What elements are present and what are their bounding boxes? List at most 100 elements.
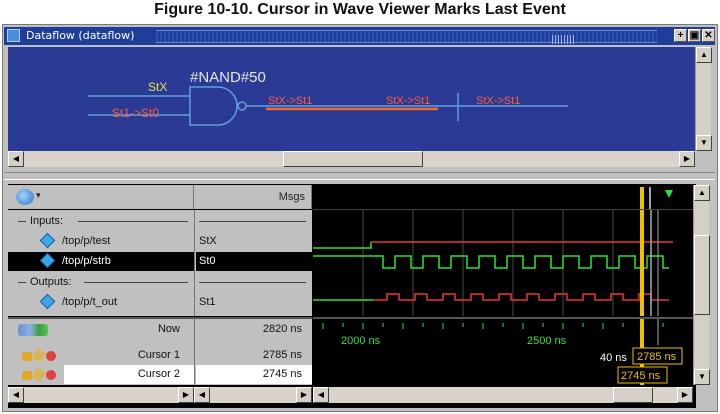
cursor-delta-label: 40 ns	[600, 352, 627, 364]
output-label-3: StX->St1	[476, 95, 520, 107]
cursor-top-marker-2	[649, 187, 651, 209]
output-label-1: StX->St1	[268, 95, 312, 107]
nand-gate-bubble	[237, 101, 247, 111]
now-row: Now	[8, 320, 194, 339]
group-divider-right	[78, 221, 188, 222]
wave-menu-icon[interactable]	[16, 189, 34, 205]
group-outputs-label: Outputs:	[30, 276, 72, 288]
nand-gate-body	[189, 86, 238, 126]
close-button[interactable]: ✕	[702, 29, 715, 42]
dataflow-hscroll-thumb[interactable]	[283, 151, 423, 167]
scroll-left-button[interactable]: ◀	[8, 151, 24, 167]
cursor-2-label: Cursor 2	[137, 368, 180, 380]
now-label: Now	[157, 323, 180, 335]
wrench-icon[interactable]	[31, 348, 47, 363]
cursor-2-icons[interactable]	[22, 367, 56, 382]
scroll-up-button[interactable]: ▲	[696, 47, 712, 63]
wave-hscrollbar[interactable]: ◀ ▶	[313, 387, 693, 403]
values-scroll-left-button[interactable]: ◀	[194, 387, 210, 403]
cursor-top-marker	[640, 187, 644, 209]
cursor-1-row[interactable]: Cursor 1	[8, 346, 194, 365]
dataflow-vscrollbar[interactable]: ▲ ▼	[695, 47, 712, 151]
timeline-svg: 2000 ns 2500 ns 40 ns 2785 ns 2745 ns	[322, 319, 683, 385]
wave-scroll-down-button[interactable]: ▼	[694, 369, 710, 385]
names-scroll-left-button[interactable]: ◀	[8, 387, 24, 403]
window-titlebar[interactable]: Dataflow (dataflow) + ▣ ✕	[4, 27, 715, 45]
wave-scroll-up-button[interactable]: ▲	[694, 185, 710, 201]
signal-diamond-icon	[39, 293, 56, 310]
dataflow-diagram: StX St1->St0 #NAND#50 StX->St1 StX->St1 …	[88, 69, 568, 126]
wave-vscrollbar[interactable]: ▲ ▼	[693, 185, 710, 385]
group-inputs-value	[196, 212, 312, 231]
wrench-icon[interactable]	[31, 367, 47, 382]
cursor-markers-top	[640, 187, 673, 209]
msgs-header: Msgs	[194, 185, 312, 209]
wave-tout	[373, 293, 669, 301]
dataflow-hscrollbar[interactable]: ◀ ▶	[8, 151, 695, 167]
waveform-svg	[313, 210, 673, 316]
wave-test-green	[313, 242, 372, 249]
signal-value-strb: St0	[196, 252, 312, 271]
timeline-tick-label-2500: 2500 ns	[527, 335, 567, 347]
values-scroll-right-button[interactable]: ▶	[296, 387, 312, 403]
names-hscrollbar[interactable]: ◀ ▶	[8, 387, 194, 403]
undock-button[interactable]: ▣	[688, 29, 701, 42]
input-bottom-label: St1->St0	[112, 106, 159, 120]
now-value: 2820 ns	[262, 323, 302, 335]
output-label-2: StX->St1	[386, 95, 430, 107]
group-inputs[interactable]: Inputs:	[8, 212, 194, 231]
names-scroll-right-button[interactable]: ▶	[178, 387, 194, 403]
window-title: Dataflow (dataflow)	[26, 29, 135, 42]
signal-value-test: StX	[199, 235, 217, 247]
signal-name: /top/p/strb	[62, 255, 111, 267]
cursor-1-icons[interactable]	[22, 348, 56, 363]
maximize-button[interactable]: +	[674, 29, 687, 42]
cursor-2-row[interactable]: Cursor 2	[8, 365, 194, 384]
timeline-ticks	[322, 323, 664, 329]
grip-dots-icon	[552, 35, 576, 44]
now-toolbar-icons[interactable]	[18, 324, 48, 336]
signal-row-t-out[interactable]: /top/p/t_out	[8, 293, 194, 312]
dataflow-canvas[interactable]: StX St1->St0 #NAND#50 StX->St1 StX->St1 …	[8, 47, 695, 151]
scroll-right-button[interactable]: ▶	[679, 151, 695, 167]
scroll-down-button[interactable]: ▼	[696, 135, 712, 151]
cursor-2-value: 2745 ns	[196, 365, 312, 384]
now-marker-icon	[665, 190, 673, 198]
group-outputs[interactable]: Outputs:	[8, 273, 194, 292]
group-value-divider	[199, 221, 306, 222]
group-divider-left	[18, 282, 26, 283]
lock-icon[interactable]	[22, 371, 32, 380]
values-hscrollbar[interactable]: ◀ ▶	[194, 387, 312, 403]
titlebar-grip[interactable]	[156, 30, 657, 44]
wave-scroll-right-button[interactable]: ▶	[677, 387, 693, 403]
timeline-tick-label-2000: 2000 ns	[341, 335, 381, 347]
delete-cursor-icon[interactable]	[46, 370, 56, 380]
timeline-pane[interactable]: 2000 ns 2500 ns 40 ns 2785 ns 2745 ns	[313, 317, 693, 385]
delete-cursor-icon[interactable]	[46, 351, 56, 361]
chevron-down-icon[interactable]: ▾	[36, 190, 41, 200]
figure-title: Figure 10-10. Cursor in Wave Viewer Mark…	[154, 1, 566, 18]
group-value-divider	[199, 282, 306, 283]
pane-splitter[interactable]	[4, 172, 715, 180]
wave-scroll-left-button[interactable]: ◀	[313, 387, 329, 403]
cursor-2-selected-bg	[64, 365, 194, 384]
group-inputs-label: Inputs:	[30, 215, 64, 227]
cursor-2-marker-text: 2745 ns	[621, 370, 661, 382]
wave-strb	[313, 255, 669, 269]
wave-vscroll-thumb[interactable]	[694, 235, 710, 315]
waveform-canvas[interactable]	[313, 210, 693, 316]
cursor-1-value: 2785 ns	[262, 349, 302, 361]
group-divider-right	[84, 282, 188, 283]
cursor-1-marker-text: 2785 ns	[637, 351, 677, 363]
wave-hscroll-thumb[interactable]	[613, 387, 653, 403]
cursor-1-marker-box	[632, 347, 683, 365]
group-outputs-value	[196, 273, 312, 292]
lock-icon[interactable]	[22, 352, 32, 361]
signal-value-t-out: St1	[199, 296, 216, 308]
signal-row-strb[interactable]: /top/p/strb	[8, 252, 194, 271]
signal-row-test[interactable]: /top/p/test	[8, 232, 194, 251]
wave-toolbar-header: ▾	[8, 185, 194, 209]
msgs-label: Msgs	[278, 191, 305, 203]
signal-diamond-icon	[39, 232, 56, 249]
cursor-1-line	[640, 210, 644, 316]
